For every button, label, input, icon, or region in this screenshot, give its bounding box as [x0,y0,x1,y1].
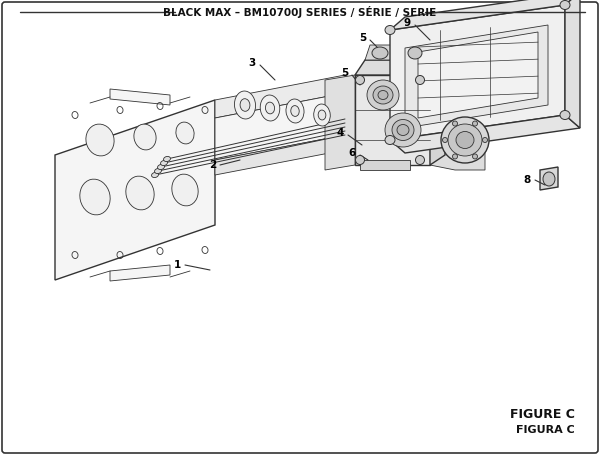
Ellipse shape [164,157,170,162]
Ellipse shape [397,125,409,136]
Polygon shape [355,75,430,165]
Text: FIGURA C: FIGURA C [516,425,575,435]
Polygon shape [390,5,565,140]
Text: 7: 7 [462,145,469,155]
Text: 4: 4 [337,128,344,138]
Polygon shape [355,60,440,75]
Ellipse shape [441,117,489,163]
Ellipse shape [415,76,425,85]
Ellipse shape [314,104,330,126]
Polygon shape [215,135,345,175]
Ellipse shape [452,121,458,126]
Ellipse shape [235,91,256,119]
Ellipse shape [86,124,114,156]
Ellipse shape [392,120,414,141]
Ellipse shape [318,110,326,120]
Ellipse shape [378,91,388,100]
Polygon shape [110,89,170,105]
Ellipse shape [367,80,399,110]
Ellipse shape [385,113,421,147]
Polygon shape [390,0,580,30]
Ellipse shape [286,99,304,123]
Text: 1: 1 [174,260,181,270]
Ellipse shape [355,76,365,85]
Ellipse shape [260,95,280,121]
Ellipse shape [80,179,110,215]
Ellipse shape [372,47,388,59]
Ellipse shape [126,176,154,210]
Ellipse shape [456,131,474,148]
Polygon shape [55,100,215,280]
Ellipse shape [543,172,555,186]
Polygon shape [540,167,558,190]
Polygon shape [390,115,580,153]
Ellipse shape [161,161,167,166]
Text: 5: 5 [341,68,348,78]
Ellipse shape [152,172,158,177]
Ellipse shape [560,111,570,120]
Ellipse shape [473,154,478,159]
Ellipse shape [240,99,250,111]
Polygon shape [405,25,548,128]
Polygon shape [215,75,345,118]
Ellipse shape [355,156,365,165]
Polygon shape [215,93,345,160]
Ellipse shape [134,124,156,150]
Ellipse shape [452,154,458,159]
Polygon shape [365,45,440,60]
Ellipse shape [415,156,425,165]
Ellipse shape [408,47,422,59]
Polygon shape [325,75,355,170]
Ellipse shape [443,137,448,142]
Text: 6: 6 [349,148,356,158]
Ellipse shape [473,121,478,126]
Text: BLACK MAX – BM10700J SERIES / SÉRIE / SERIE: BLACK MAX – BM10700J SERIES / SÉRIE / SE… [163,6,437,18]
Ellipse shape [158,164,164,170]
Text: 5: 5 [359,33,366,43]
Text: 8: 8 [524,175,531,185]
Ellipse shape [385,136,395,145]
Polygon shape [565,0,580,128]
Polygon shape [430,107,485,170]
Text: 9: 9 [404,18,411,28]
Text: 3: 3 [249,58,256,68]
Polygon shape [110,265,170,281]
Ellipse shape [176,122,194,144]
Ellipse shape [560,0,570,10]
Polygon shape [360,160,410,170]
Ellipse shape [385,25,395,35]
Ellipse shape [482,137,487,142]
Text: FIGURE C: FIGURE C [510,409,575,421]
Ellipse shape [155,168,161,173]
Ellipse shape [172,174,198,206]
Text: 2: 2 [209,160,216,170]
Ellipse shape [265,102,275,114]
Ellipse shape [373,86,393,104]
Polygon shape [430,65,445,165]
Ellipse shape [291,106,299,116]
Polygon shape [418,32,538,118]
Ellipse shape [448,124,482,156]
